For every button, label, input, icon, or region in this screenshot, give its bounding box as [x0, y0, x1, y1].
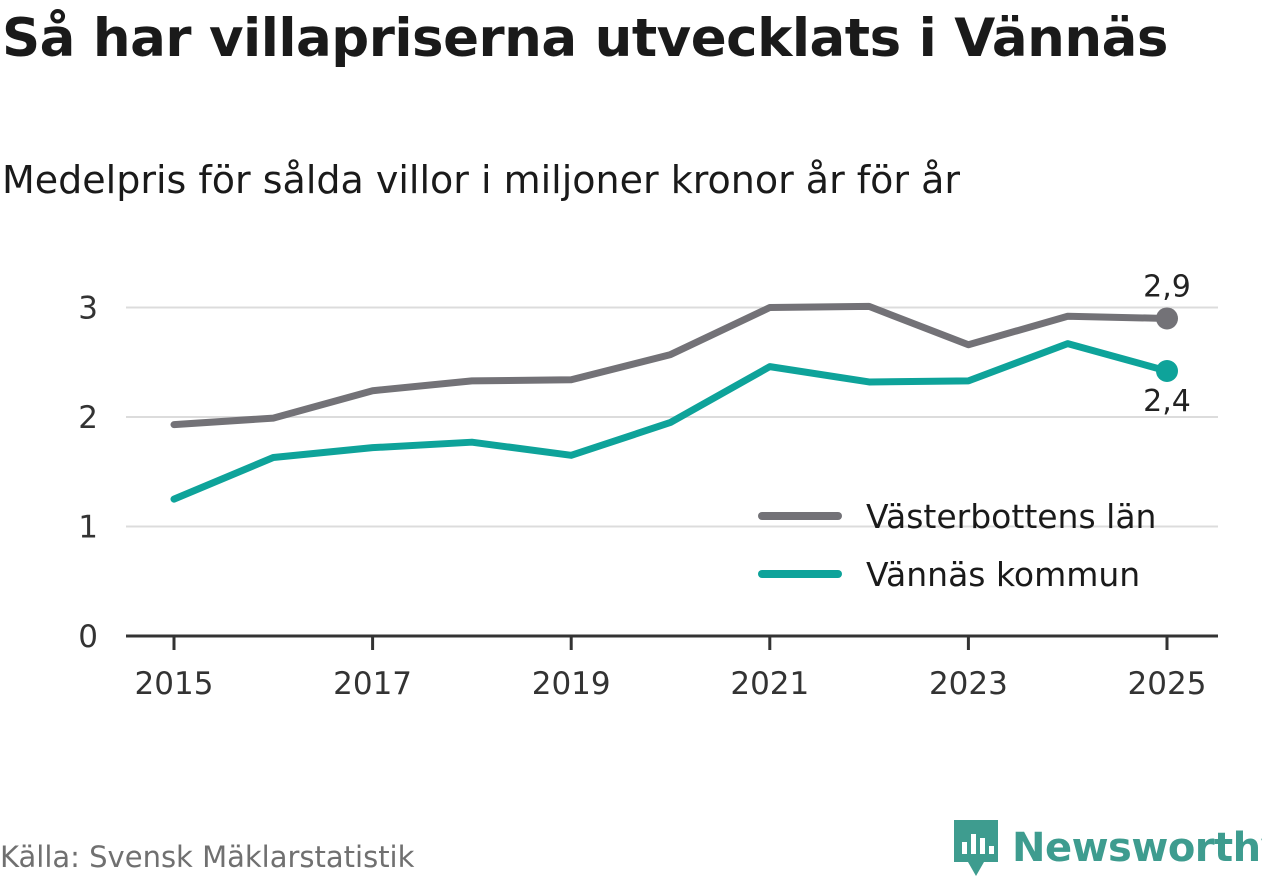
- line-chart: 0 1 2 3 2015 2017 2019 2021 2023 2025 2,9 2,4 Väs…: [78, 269, 1218, 702]
- y-tick-label-0: 0: [78, 619, 98, 655]
- brand-logo[interactable]: Newsworthy: [952, 818, 1262, 878]
- series-line-1: [170, 340, 1171, 503]
- x-tick-label-2017: 2017: [333, 666, 412, 702]
- x-tick-label-2019: 2019: [532, 666, 611, 702]
- y-tick-label-2: 2: [78, 400, 98, 436]
- series-end-point-0: [1156, 307, 1178, 330]
- chart-title: Så har villapriserna utvecklats i Vännäs: [2, 8, 1168, 69]
- source-note: Källa: Svensk Mäklarstatistik: [0, 840, 415, 874]
- newsworthy-logo-icon: [954, 820, 998, 876]
- x-tick-label-2021: 2021: [730, 666, 809, 702]
- series-end-label-1: 2,4: [1143, 384, 1191, 419]
- x-tick-label-2025: 2025: [1128, 666, 1207, 702]
- series-end-point-1: [1156, 360, 1178, 383]
- y-tick-label-1: 1: [78, 510, 98, 546]
- x-tick-label-2015: 2015: [135, 666, 214, 702]
- legend-label-0: Västerbottens län: [866, 497, 1156, 536]
- brand-name: Newsworthy: [1012, 825, 1262, 871]
- chart-subtitle: Medelpris för sålda villor i miljoner kr…: [2, 158, 961, 202]
- x-tick-label-2023: 2023: [929, 666, 1008, 702]
- series-line-0: [170, 302, 1171, 429]
- legend-label-1: Vännäs kommun: [866, 555, 1140, 594]
- y-tick-label-3: 3: [78, 291, 98, 327]
- series-end-label-0: 2,9: [1143, 269, 1191, 304]
